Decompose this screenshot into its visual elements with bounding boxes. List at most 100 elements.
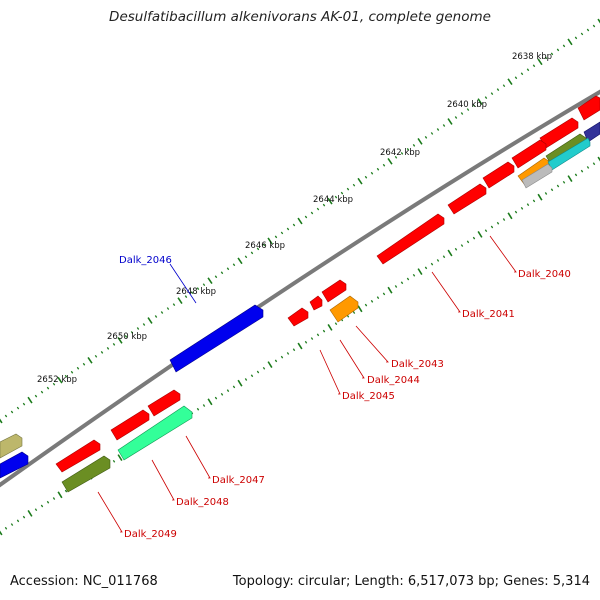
minor-tick [196, 287, 200, 291]
minor-tick [184, 295, 188, 298]
label-connectors [97, 235, 517, 533]
gene-red[interactable] [577, 95, 600, 121]
minor-tick [550, 188, 554, 192]
minor-tick [412, 144, 416, 147]
scale-label: 2652 kbp [37, 375, 77, 385]
major-tick [507, 212, 513, 220]
minor-tick [544, 192, 548, 195]
gene-label-dalk-2040[interactable]: Dalk_2040 [518, 269, 571, 280]
minor-tick [34, 508, 38, 512]
major-tick [327, 197, 333, 205]
minor-tick [112, 343, 116, 346]
minor-tick [280, 355, 284, 359]
minor-tick [82, 362, 86, 366]
minor-tick [244, 255, 248, 259]
gene-red[interactable] [55, 439, 101, 473]
gene-red[interactable] [147, 389, 181, 417]
gene-blue[interactable] [0, 451, 29, 479]
minor-tick [286, 352, 290, 355]
minor-tick [370, 171, 374, 175]
minor-tick [190, 291, 194, 294]
minor-tick [16, 406, 20, 410]
minor-tick [322, 329, 326, 333]
major-tick [237, 257, 243, 265]
minor-tick [40, 390, 44, 394]
minor-tick [322, 203, 326, 207]
major-tick [357, 305, 363, 313]
gene-orange[interactable] [329, 295, 359, 323]
minor-tick [154, 315, 158, 318]
minor-tick [574, 173, 578, 177]
minor-tick [532, 199, 536, 203]
major-tick [117, 337, 123, 344]
map-title: Desulfatibacillum alkenivorans AK-01, co… [109, 9, 491, 25]
minor-tick [460, 112, 464, 115]
gene-red[interactable] [110, 409, 150, 441]
scale-label: 2638 kbp [512, 52, 552, 62]
minor-tick [244, 378, 248, 381]
gene-gray[interactable] [521, 163, 553, 189]
major-tick [57, 376, 63, 384]
minor-tick [334, 322, 338, 326]
gene-red[interactable] [309, 295, 323, 311]
gene-red[interactable] [376, 213, 445, 265]
gene-mint[interactable] [117, 405, 193, 461]
connector-dalk-2046 [169, 263, 197, 304]
minor-tick [376, 167, 380, 171]
gene-red[interactable] [321, 279, 347, 303]
minor-tick [106, 347, 110, 350]
gene-label-dalk-2046[interactable]: Dalk_2046 [119, 255, 172, 266]
minor-tick [280, 231, 284, 235]
minor-tick [424, 136, 428, 139]
genome-summary-text: Topology: circular; Length: 6,517,073 bp… [232, 574, 590, 589]
gene-label-dalk-2047[interactable]: Dalk_2047 [212, 475, 265, 486]
minor-tick [394, 155, 398, 159]
minor-tick [124, 335, 128, 338]
gene-blue[interactable] [169, 304, 264, 373]
minor-tick [70, 370, 74, 374]
minor-tick [574, 36, 578, 40]
minor-tick [460, 244, 464, 247]
minor-tick [394, 285, 398, 288]
major-tick [297, 217, 303, 225]
major-tick [597, 18, 600, 24]
gene-label-dalk-2043[interactable]: Dalk_2043 [391, 359, 444, 370]
gene-label-dalk-2048[interactable]: Dalk_2048 [176, 497, 229, 508]
minor-tick [526, 203, 530, 207]
connector-dalk-2047 [185, 435, 211, 479]
minor-tick [496, 221, 500, 225]
gene-label-dalk-2049[interactable]: Dalk_2049 [124, 529, 177, 540]
connector-dalk-2045 [319, 349, 341, 395]
major-tick [417, 138, 423, 145]
major-tick [537, 58, 543, 66]
gene-red[interactable] [482, 161, 515, 189]
gene-label-dalk-2045[interactable]: Dalk_2045 [342, 391, 395, 402]
minor-tick [22, 515, 26, 519]
minor-tick [436, 259, 440, 262]
major-tick [567, 38, 573, 46]
gene-khaki[interactable] [0, 433, 23, 459]
major-tick [267, 361, 273, 368]
gene-red[interactable] [287, 307, 309, 327]
major-tick [237, 379, 243, 387]
minor-tick [352, 183, 356, 187]
minor-tick [40, 504, 44, 508]
minor-tick [64, 489, 68, 493]
gene-label-dalk-2044[interactable]: Dalk_2044 [367, 375, 420, 386]
gene-red[interactable] [447, 183, 487, 215]
major-tick [327, 324, 333, 331]
minor-tick [220, 271, 224, 275]
minor-tick [232, 385, 236, 389]
minor-tick [592, 162, 596, 166]
gene-label-dalk-2041[interactable]: Dalk_2041 [462, 309, 515, 320]
gene-red[interactable] [511, 139, 547, 169]
minor-tick [514, 76, 518, 80]
major-tick [147, 317, 153, 324]
minor-tick [214, 275, 218, 279]
gene-olive[interactable] [61, 455, 111, 493]
minor-tick [484, 96, 488, 99]
forward-genes [0, 95, 600, 479]
minor-tick [520, 206, 524, 210]
minor-tick [466, 108, 470, 111]
minor-tick [346, 187, 350, 191]
